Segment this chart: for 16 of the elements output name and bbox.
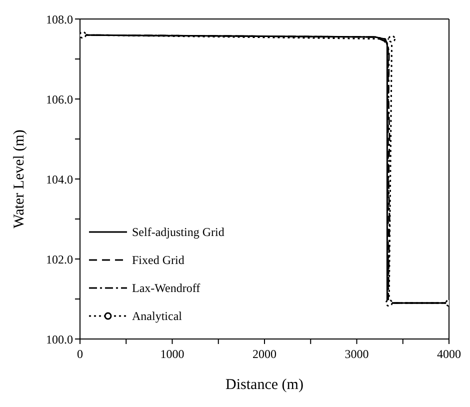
- x-tick-label: 1000: [160, 347, 184, 361]
- y-tick-label: 104.0: [46, 172, 73, 186]
- y-axis-title: Water Level (m): [11, 130, 28, 228]
- y-tick-label: 100.0: [46, 332, 73, 346]
- legend-label: Fixed Grid: [132, 252, 184, 269]
- x-axis-title: Distance (m): [226, 377, 304, 393]
- y-tick-label: 106.0: [46, 92, 73, 106]
- x-tick-label: 2000: [252, 347, 276, 361]
- legend-label: Self-adjusting Grid: [132, 224, 224, 241]
- x-tick-label: 3000: [344, 347, 369, 361]
- y-tick-label: 108.0: [46, 12, 73, 26]
- legend-label: Analytical: [132, 308, 182, 325]
- x-tick-label: 0: [77, 347, 83, 361]
- y-tick-label: 102.0: [46, 252, 73, 266]
- legend-label: Lax-Wendroff: [132, 280, 200, 297]
- x-tick-label: 4000: [437, 347, 461, 361]
